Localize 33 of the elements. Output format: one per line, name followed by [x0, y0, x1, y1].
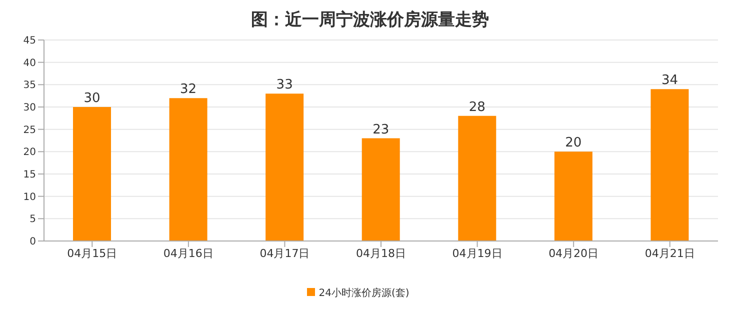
bar [458, 116, 496, 241]
x-tick-label: 04月18日 [356, 246, 406, 260]
chart-title: 图：近一周宁波涨价房源量走势 [250, 9, 490, 32]
data-label: 33 [276, 78, 293, 93]
x-tick-label: 04月16日 [163, 246, 214, 260]
legend-label: 24小时涨价房源(套) [318, 288, 410, 299]
y-tick-label: 20 [23, 147, 36, 158]
data-label: 30 [84, 91, 100, 106]
y-tick-label: 40 [23, 58, 36, 69]
data-label: 34 [661, 73, 678, 88]
y-tick-label: 5 [30, 214, 36, 226]
bar [266, 94, 304, 241]
y-tick-label: 30 [23, 102, 36, 114]
x-tick-label: 04月20日 [548, 246, 599, 260]
x-tick-label: 04月15日 [67, 246, 118, 260]
y-tick-label: 25 [23, 124, 36, 136]
y-tick-label: 0 [30, 236, 36, 248]
y-tick-label: 15 [23, 170, 36, 181]
bar [73, 107, 111, 241]
bar [169, 98, 208, 241]
data-label: 32 [180, 82, 197, 98]
data-label: 20 [565, 136, 582, 151]
y-tick-label: 10 [23, 192, 36, 203]
bar [650, 89, 689, 241]
x-tick-label: 04月21日 [644, 246, 695, 260]
x-tick-label: 04月17日 [260, 246, 310, 260]
y-tick-label: 45 [23, 36, 36, 47]
data-label: 23 [372, 122, 390, 138]
bar [554, 152, 592, 241]
data-label: 28 [468, 100, 486, 115]
y-tick-label: 35 [23, 80, 36, 92]
bar [362, 138, 400, 241]
x-tick-label: 04月19日 [452, 246, 502, 260]
